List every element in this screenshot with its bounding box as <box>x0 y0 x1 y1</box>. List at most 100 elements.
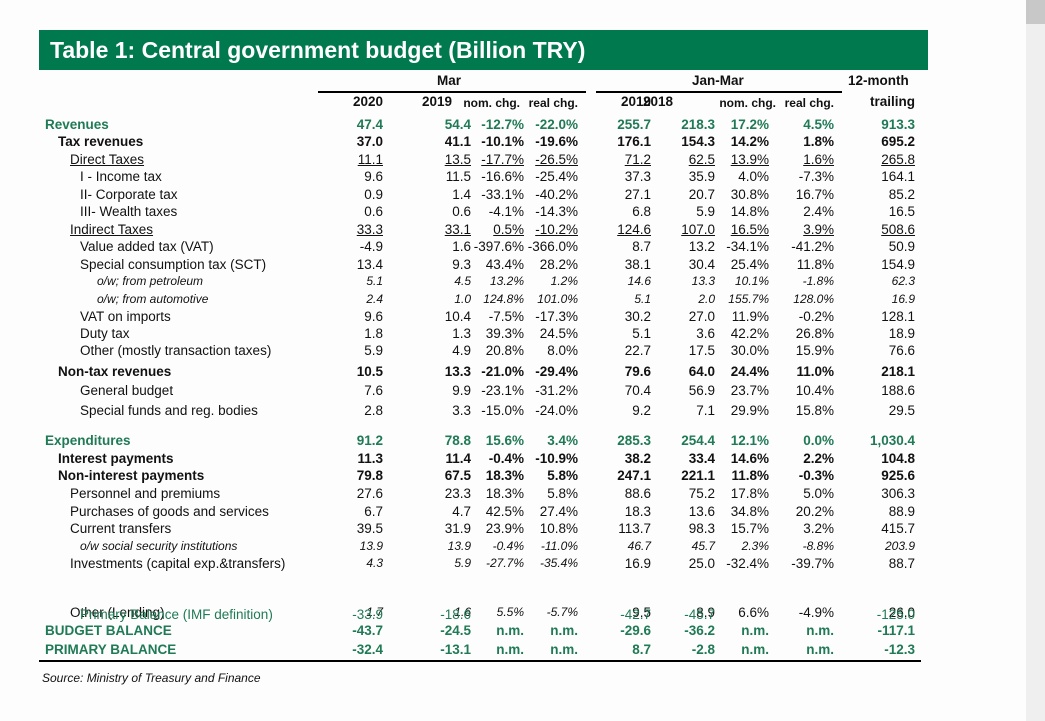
cell-value: 6.7 <box>364 503 383 520</box>
cell-value: -24.5 <box>440 622 471 639</box>
cell-value: 15.7% <box>731 520 769 537</box>
cell-value: 37.3 <box>625 168 651 185</box>
table-row: Revenues 47.4 54.4 -12.7% -22.0% 255.7 218.3 17… <box>0 116 930 133</box>
cell-value: 20.8% <box>486 342 524 359</box>
cell-value: -0.4% <box>489 450 524 467</box>
cell-text: 7.6 <box>364 383 383 398</box>
cell-text: 113.7 <box>618 521 651 536</box>
cell-text: 18.3% <box>485 486 524 501</box>
row-label-text: I - Income tax <box>80 169 162 184</box>
cell-value: -0.4% <box>493 538 524 555</box>
column-header: 2019 <box>421 94 452 109</box>
cell-text: 124.6 <box>617 222 651 237</box>
cell-text: 5.9 <box>696 204 715 219</box>
cell-value: 13.3 <box>692 273 715 290</box>
cell-text: -39.7% <box>791 556 834 571</box>
row-label: Revenues <box>45 116 109 133</box>
cell-text: -26.5% <box>535 152 578 167</box>
cell-text: 2.2% <box>803 451 834 466</box>
cell-value: 1.6% <box>803 151 834 168</box>
cell-value: -4.1% <box>489 203 524 220</box>
cell-text: 5.9 <box>364 343 383 358</box>
cell-text: -22.0% <box>535 117 578 132</box>
cell-value: -45.7 <box>684 606 715 623</box>
cell-text: -14.3% <box>535 204 578 219</box>
cell-value: 128.0% <box>793 291 834 308</box>
cell-value: 11.1 <box>358 151 383 168</box>
cell-value: -33.1% <box>481 186 524 203</box>
cell-text: 20.8% <box>485 343 524 358</box>
cell-text: -117.1 <box>877 623 915 638</box>
cell-text: 154.3 <box>681 134 715 149</box>
row-label: Purchases of goods and services <box>70 503 269 520</box>
row-label: Expenditures <box>45 432 131 449</box>
cell-value: -36.2 <box>684 622 715 639</box>
cell-text: -24.5 <box>440 623 471 638</box>
cell-value: 13.2% <box>490 273 524 290</box>
cell-text: 30.8% <box>730 187 769 202</box>
cell-text: 17.8% <box>730 486 769 501</box>
cell-text: -17.3% <box>535 309 578 324</box>
cell-text: 221.1 <box>681 468 715 483</box>
cell-text: 3.4% <box>547 433 578 448</box>
cell-text: 18.3% <box>485 468 524 483</box>
cell-value: 8.0% <box>547 342 578 359</box>
cell-text: 695.2 <box>881 134 915 149</box>
row-label-text: Expenditures <box>45 433 131 448</box>
cell-value: -26.5% <box>535 151 578 168</box>
cell-value: 4.5 <box>454 273 471 290</box>
cell-value: 20.7 <box>689 186 715 203</box>
row-label: Non-tax revenues <box>58 363 171 380</box>
cell-text: 155.7% <box>728 292 769 306</box>
cell-value: 18.3 <box>625 503 651 520</box>
cell-text: 27.0 <box>688 309 715 324</box>
scrollbar-thumb[interactable] <box>1026 0 1045 24</box>
cell-text: -18.6 <box>440 607 471 622</box>
cell-value: 155.7% <box>728 291 769 308</box>
cell-value: 88.6 <box>625 485 651 502</box>
cell-value: 27.4% <box>540 503 578 520</box>
cell-value: 3.4% <box>547 432 578 449</box>
cell-text: 43.4% <box>485 257 524 272</box>
cell-value: -34.1% <box>726 238 769 255</box>
row-label: o/w; from automotive <box>97 291 208 308</box>
cell-value: 16.7% <box>796 186 834 203</box>
cell-value: 12.1% <box>731 432 769 449</box>
header-rule-mar <box>318 91 586 93</box>
cell-text: n.m. <box>806 623 834 638</box>
cell-text: 28.2% <box>539 257 578 272</box>
cell-text: 11.3 <box>357 451 383 466</box>
cell-value: 17.8% <box>731 485 769 502</box>
header-trailing-line1: 12-month <box>848 73 909 88</box>
cell-text: 31.9 <box>444 521 471 536</box>
cell-text: -11.0% <box>540 539 578 553</box>
cell-text: 8.9 <box>696 605 715 620</box>
cell-text: 104.8 <box>881 451 915 466</box>
cell-text: 8.7 <box>632 239 651 254</box>
cell-text: 2.4% <box>803 204 834 219</box>
cell-value: 27.1 <box>625 186 651 203</box>
cell-value: -1.8% <box>803 273 834 290</box>
cell-value: 203.9 <box>885 538 915 555</box>
cell-value: 42.5% <box>486 503 524 520</box>
cell-value: 15.8% <box>796 402 834 419</box>
cell-value: -2.8 <box>692 641 715 658</box>
row-label-text: o/w social security institutions <box>80 539 238 553</box>
cell-value: 10.4% <box>796 382 834 399</box>
table-row: o/w; from automotive 2.4 1.0 124.8% 101.0% 5.… <box>0 291 930 308</box>
vertical-scrollbar[interactable] <box>1026 0 1045 721</box>
cell-value: 9.3 <box>452 256 471 273</box>
cell-text: 20.7 <box>688 187 715 202</box>
cell-value: -397.6% <box>474 238 524 255</box>
cell-text: -125.0 <box>876 607 915 622</box>
cell-value: -10.2% <box>535 221 578 238</box>
cell-text: 1,030.4 <box>869 433 915 448</box>
cell-value: 1.6 <box>454 604 471 621</box>
cell-text: -7.5% <box>488 309 524 324</box>
cell-text: 16.5 <box>888 204 915 219</box>
cell-value: 11.9% <box>732 308 769 325</box>
cell-text: 15.6% <box>485 433 524 448</box>
cell-text: 54.4 <box>444 117 471 132</box>
cell-text: 9.5 <box>632 605 651 620</box>
cell-value: 4.0% <box>738 168 769 185</box>
